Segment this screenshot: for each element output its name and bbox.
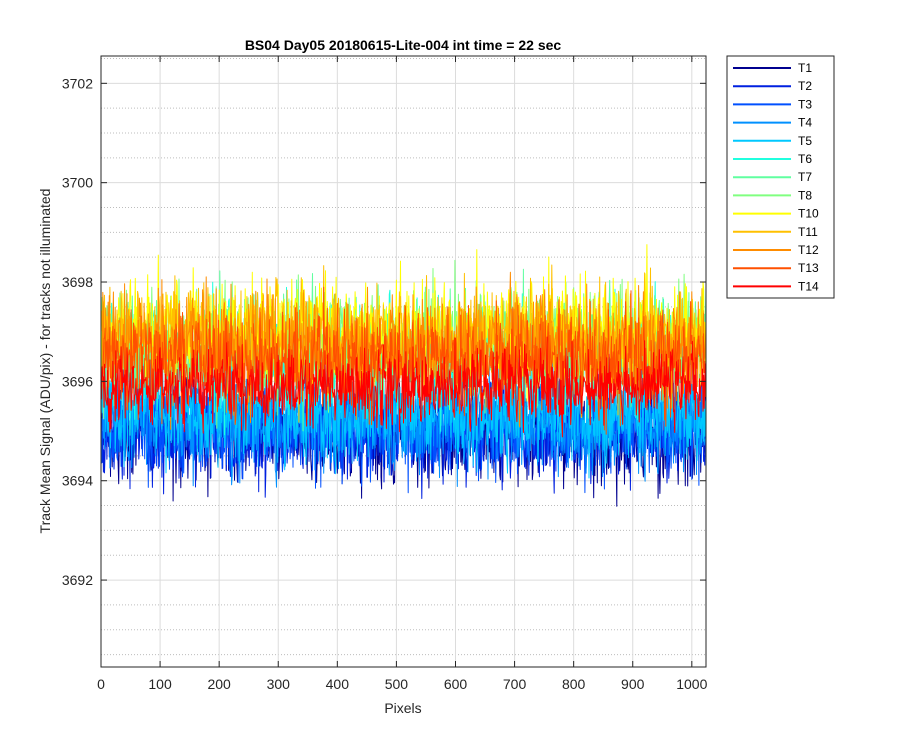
- legend-label: T7: [798, 170, 812, 184]
- legend-label: T4: [798, 116, 812, 130]
- legend-label: T10: [798, 207, 819, 221]
- legend-label: T1: [798, 61, 812, 75]
- x-tick-label: 0: [97, 676, 105, 692]
- x-tick-label: 1000: [676, 676, 707, 692]
- legend-label: T13: [798, 261, 819, 275]
- legend-entry-t13: T13: [733, 261, 819, 275]
- legend: T1 T2 T3 T4 T5 T6 T7 T8 T10 T11 T12 T13 T14: [726, 55, 835, 299]
- x-tick-label: 100: [148, 676, 172, 692]
- legend-entry-t14: T14: [733, 279, 819, 293]
- x-tick-label: 900: [621, 676, 645, 692]
- legend-entry-t7: T7: [733, 170, 812, 184]
- y-tick-label: 3696: [62, 373, 93, 389]
- x-tick-label: 400: [326, 676, 350, 692]
- legend-entry-t2: T2: [733, 79, 812, 93]
- legend-label: T14: [798, 279, 819, 293]
- axes-box: [100, 55, 707, 668]
- legend-entry-t12: T12: [733, 243, 819, 257]
- x-tick-label: 700: [503, 676, 527, 692]
- legend-entry-t3: T3: [733, 97, 812, 111]
- legend-entry-t5: T5: [733, 134, 812, 148]
- legend-label: T6: [798, 152, 812, 166]
- y-tick-label: 3694: [62, 473, 93, 489]
- legend-label: T5: [798, 134, 812, 148]
- legend-entry-t11: T11: [733, 225, 818, 239]
- legend-entry-t10: T10: [733, 207, 819, 221]
- x-tick-label: 300: [267, 676, 291, 692]
- legend-entry-t4: T4: [733, 116, 812, 130]
- legend-label: T8: [798, 188, 812, 202]
- x-tick-label: 200: [207, 676, 231, 692]
- y-tick-label: 3702: [62, 75, 93, 91]
- y-tick-label: 3698: [62, 274, 93, 290]
- legend-label: T12: [798, 243, 819, 257]
- legend-label: T11: [798, 225, 818, 239]
- ticks: [100, 56, 706, 667]
- series-lines: [101, 244, 706, 507]
- legend-entry-t8: T8: [733, 188, 812, 202]
- x-tick-label: 800: [562, 676, 586, 692]
- tick-labels: 0 100 200 300 400 500 600 700 800 900 1000 3692 3694…: [62, 75, 708, 692]
- chart-title: BS04 Day05 20180615-Lite-004 int time = …: [245, 37, 562, 53]
- legend-label: T3: [798, 97, 812, 111]
- legend-entry-t6: T6: [733, 152, 812, 166]
- series-line-t14: [101, 336, 706, 438]
- y-tick-label: 3700: [62, 175, 93, 191]
- y-axis-label: Track Mean Signal (ADU/pix) - for tracks…: [37, 189, 53, 534]
- legend-label: T2: [798, 79, 812, 93]
- y-tick-label: 3692: [62, 572, 93, 588]
- x-tick-label: 600: [444, 676, 468, 692]
- x-axis-label: Pixels: [384, 700, 421, 716]
- legend-entry-t1: T1: [733, 61, 812, 75]
- x-tick-label: 500: [385, 676, 409, 692]
